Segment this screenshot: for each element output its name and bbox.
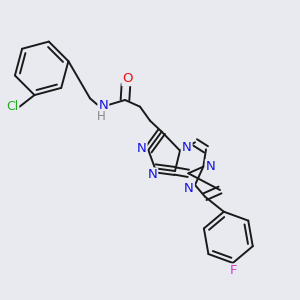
Text: N: N bbox=[182, 141, 191, 154]
Text: O: O bbox=[122, 72, 133, 85]
Text: N: N bbox=[137, 142, 146, 155]
Text: N: N bbox=[98, 99, 108, 112]
Text: N: N bbox=[206, 160, 215, 173]
Text: Cl: Cl bbox=[6, 100, 18, 113]
Text: N: N bbox=[184, 182, 194, 195]
Text: H: H bbox=[97, 110, 106, 123]
Text: N: N bbox=[148, 169, 157, 182]
Text: F: F bbox=[230, 264, 238, 278]
